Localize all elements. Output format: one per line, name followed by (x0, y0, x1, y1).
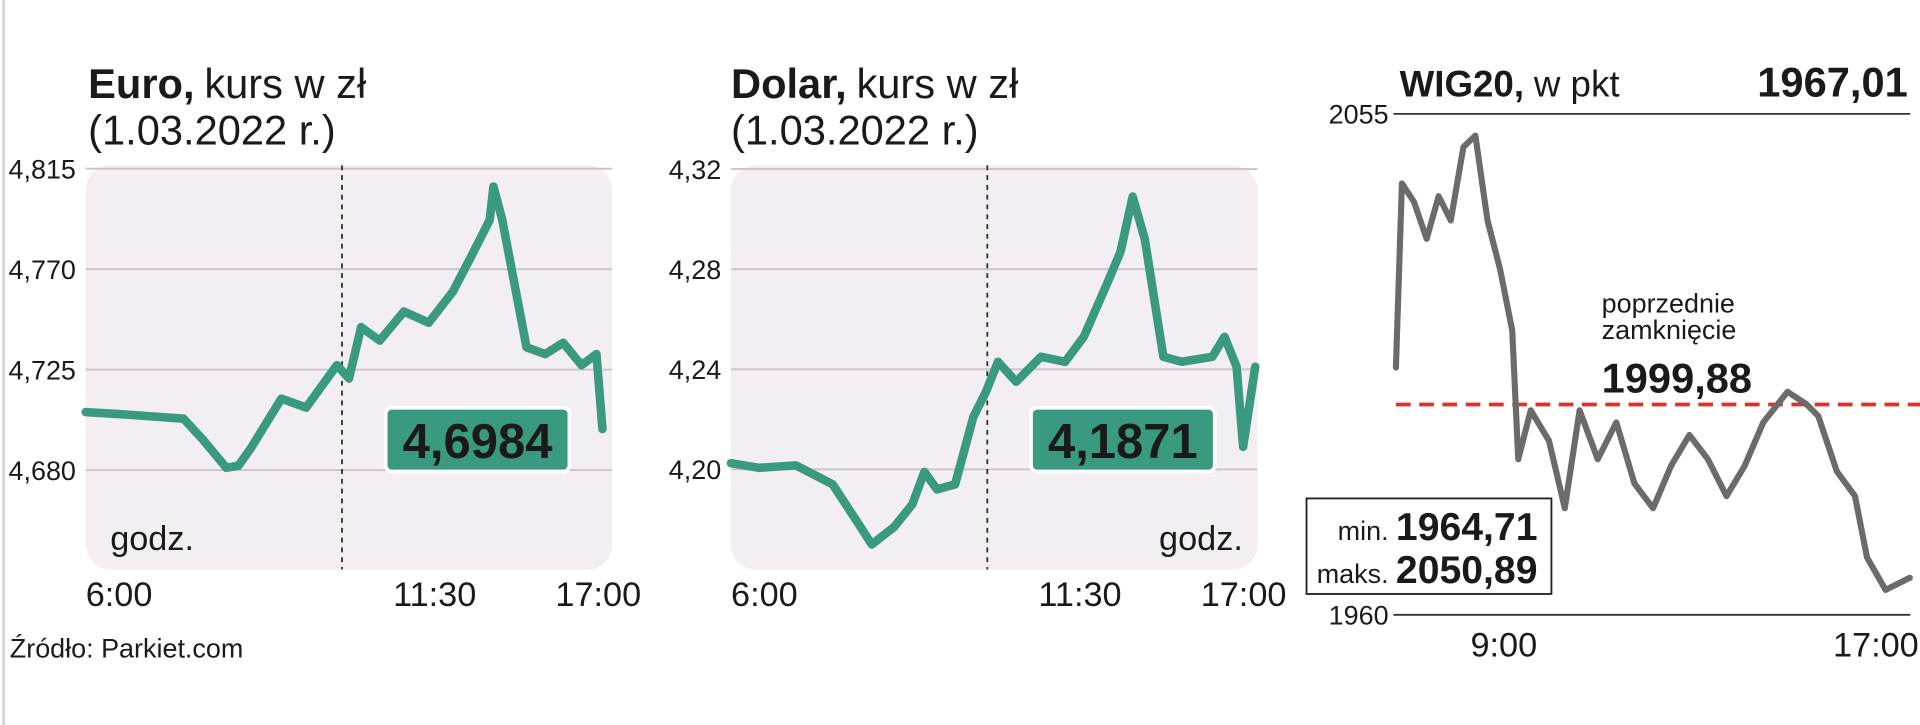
y-tick-label: 1960 (1329, 601, 1389, 631)
max-caption: maks. (1317, 559, 1389, 589)
value-badge (383, 405, 572, 474)
series-line (726, 192, 1260, 549)
series-line (81, 182, 607, 473)
value-badge-label: 4,6984 (403, 415, 553, 469)
chart-title: WIG20, w pkt (1400, 64, 1620, 105)
title-unit: kurs w zł (856, 60, 1018, 107)
series-line (1392, 132, 1913, 593)
title-bold: WIG20, (1400, 64, 1524, 105)
title-unit: w pkt (1533, 64, 1620, 105)
y-tick-label: 4,770 (9, 255, 76, 285)
x-tick-label: 9:00 (1470, 626, 1537, 664)
min-caption: min. (1338, 516, 1389, 546)
x-tick-label: 11:30 (393, 576, 476, 614)
last-value: 1967,01 (1757, 59, 1907, 106)
title-unit: kurs w zł (204, 60, 366, 107)
value-badge-label: 4,1871 (1048, 415, 1198, 469)
chart-subtitle: (1.03.2022 r.) (731, 107, 979, 154)
y-tick-label: 2055 (1329, 100, 1389, 130)
title-bold: Dolar, (731, 60, 847, 107)
y-tick-label: 4,680 (9, 456, 76, 486)
x-tick-label: 17:00 (1833, 626, 1919, 664)
y-tick-label: 4,815 (9, 154, 76, 184)
y-tick-label: 4,32 (669, 155, 721, 185)
chart-title: Euro, kurs w zł (88, 60, 366, 107)
x-tick-label: 11:30 (1038, 576, 1121, 614)
y-tick-label: 4,20 (669, 455, 721, 485)
value-badge (1029, 405, 1217, 474)
x-tick-label: 6:00 (86, 576, 153, 614)
chart-title: Dolar, kurs w zł (731, 60, 1018, 107)
y-tick-label: 4,28 (669, 255, 721, 285)
x-axis-label: godz. (1159, 520, 1243, 558)
source: Źródło: Parkiet.com (10, 634, 244, 664)
reference-text: poprzednie (1602, 288, 1735, 318)
x-tick-label: 6:00 (731, 576, 798, 614)
minmax-box (1305, 497, 1553, 595)
reference-text: zamknięcie (1602, 315, 1737, 345)
x-tick-label: 17:00 (1201, 576, 1287, 614)
reference-value: 1999,88 (1602, 354, 1752, 401)
x-axis-label: godz. (110, 520, 194, 558)
min-value: 1964,71 (1396, 506, 1538, 549)
y-tick-label: 4,24 (669, 355, 721, 385)
max-value: 2050,89 (1396, 549, 1538, 592)
title-bold: Euro, (88, 60, 194, 107)
chart-subtitle: (1.03.2022 r.) (88, 107, 336, 154)
y-tick-label: 4,725 (9, 355, 76, 385)
x-tick-label: 17:00 (555, 576, 641, 614)
